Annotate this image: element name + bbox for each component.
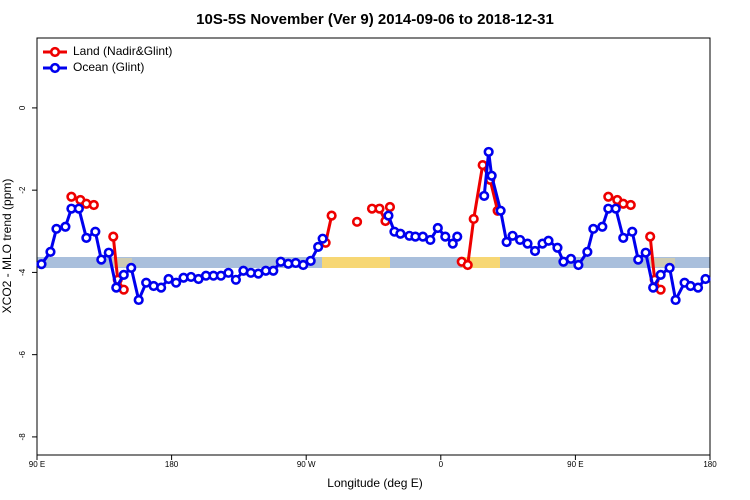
x-tick-label: 180: [165, 460, 179, 469]
data-point: [395, 228, 406, 239]
data-point: [573, 259, 584, 271]
y-tick-label: -2: [18, 186, 27, 194]
data-point: [495, 205, 506, 216]
chart-title: 10S-5S November (Ver 9) 2014-09-06 to 20…: [196, 11, 554, 28]
data-point: [374, 203, 385, 214]
data-point: [640, 247, 651, 258]
x-tick-label: 90 W: [297, 460, 316, 469]
data-point: [313, 241, 324, 253]
data-point: [326, 210, 337, 221]
y-tick-label: 0: [18, 105, 27, 110]
data-point: [118, 269, 129, 280]
y-tick-label: -8: [18, 433, 27, 441]
plot-frame: [36, 37, 711, 456]
data-point: [670, 294, 681, 306]
data-point: [223, 267, 234, 278]
data-point: [501, 236, 512, 248]
data-point: [627, 226, 638, 237]
legend-label: Land (Nadir&Glint): [73, 44, 172, 58]
data-point: [565, 253, 577, 264]
data-point: [522, 238, 533, 249]
legend-marker: [49, 46, 61, 58]
y-tick-label: -6: [18, 351, 27, 359]
data-point: [483, 146, 494, 158]
legend-marker: [49, 62, 61, 74]
data-point: [603, 191, 614, 202]
data-point: [432, 222, 443, 234]
x-tick-label: 90 E: [567, 460, 583, 469]
data-point: [51, 223, 62, 234]
data-point: [126, 262, 137, 273]
data-point: [383, 210, 394, 221]
data-point: [156, 282, 167, 293]
data-point: [588, 223, 599, 234]
data-point: [45, 246, 56, 257]
data-point: [529, 245, 541, 257]
data-point: [462, 259, 473, 271]
data-point: [655, 269, 666, 280]
data-point: [452, 231, 463, 242]
data-point: [230, 274, 242, 285]
data-point: [425, 234, 436, 246]
x-axis-label: Longitude (deg E): [327, 476, 422, 490]
data-point: [268, 265, 279, 276]
data-point: [36, 259, 47, 270]
y-tick-label: -4: [18, 268, 27, 276]
legend-label: Ocean (Glint): [73, 60, 144, 74]
data-point: [111, 282, 122, 293]
data-point: [305, 255, 316, 266]
x-tick-label: 90 E: [29, 460, 45, 469]
data-point: [479, 190, 490, 202]
data-point: [66, 191, 77, 202]
data-point: [625, 199, 636, 211]
data-point: [582, 246, 593, 257]
data-point: [645, 231, 656, 242]
data-point: [103, 247, 114, 258]
data-point: [73, 203, 84, 214]
data-point: [648, 282, 659, 293]
data-point: [108, 231, 119, 242]
data-point: [88, 199, 99, 211]
data-point: [60, 221, 71, 232]
data-point: [610, 203, 621, 214]
data-point: [507, 230, 518, 241]
data-point: [468, 213, 479, 225]
data-point: [477, 159, 488, 171]
data-point: [618, 232, 629, 243]
data-point: [447, 238, 458, 249]
data-point: [133, 294, 144, 306]
data-point: [317, 233, 328, 244]
data-point: [90, 226, 101, 237]
surface-band: [37, 257, 710, 268]
data-point: [700, 273, 711, 285]
data-point: [514, 234, 526, 246]
data-point: [81, 232, 92, 243]
x-tick-label: 0: [439, 460, 444, 469]
data-point: [692, 282, 704, 293]
data-point: [664, 262, 675, 273]
data-point: [440, 231, 451, 242]
data-point: [384, 201, 396, 213]
data-point: [163, 273, 174, 285]
data-point: [96, 254, 107, 265]
data-point: [633, 254, 644, 265]
y-axis-label: XCO2 - MLO trend (ppm): [0, 179, 14, 314]
data-point: [552, 242, 563, 253]
series-line: [40, 207, 324, 305]
data-point: [597, 221, 608, 232]
data-point: [170, 277, 182, 288]
data-point: [351, 216, 363, 227]
data-point: [298, 259, 309, 271]
data-point: [543, 235, 554, 246]
x-tick-label: 180: [703, 460, 717, 469]
data-point: [486, 170, 497, 181]
